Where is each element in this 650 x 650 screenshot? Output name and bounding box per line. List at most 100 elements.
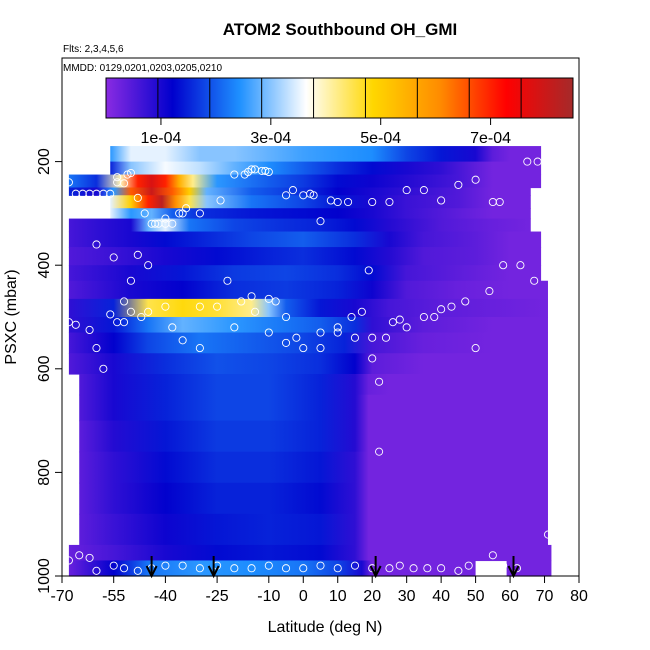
observation-point	[333, 197, 342, 207]
observation-point	[281, 191, 291, 200]
observation-point	[423, 564, 432, 573]
heatmap-band	[68, 332, 548, 354]
observation-point	[316, 561, 325, 570]
observation-point	[133, 566, 142, 575]
observation-point	[333, 328, 342, 337]
observation-point	[237, 297, 246, 306]
heatmap-band	[79, 394, 548, 422]
observation-point	[195, 302, 204, 311]
observation-point	[64, 318, 73, 327]
observation-point	[161, 302, 170, 311]
observation-point	[261, 166, 270, 175]
observation-point	[178, 209, 187, 218]
x-tick-label: -10	[257, 588, 280, 605]
observation-point	[151, 219, 160, 228]
observation-point	[195, 344, 204, 353]
observation-point	[288, 186, 297, 195]
observation-point	[368, 354, 377, 363]
x-tick-label: 60	[501, 588, 519, 605]
observation-point	[281, 564, 291, 573]
observation-point	[99, 364, 108, 373]
observation-point	[75, 551, 84, 560]
observation-point	[437, 305, 446, 314]
y-tick-label: 1000	[36, 558, 53, 594]
observation-point	[92, 566, 101, 575]
observation-point	[350, 561, 360, 570]
observation-point	[292, 333, 301, 342]
observation-point	[161, 561, 170, 570]
colorbar-tick-label: 5e-04	[360, 130, 401, 147]
observation-point	[119, 318, 129, 327]
heatmap-band	[110, 195, 531, 209]
observation-point	[488, 551, 497, 560]
observation-point	[402, 186, 411, 195]
observation-point	[447, 302, 456, 311]
observation-point	[368, 333, 377, 342]
x-tick-label: 50	[467, 588, 485, 605]
y-axis: 200 400 600 800 1000	[36, 148, 62, 594]
observation-point	[64, 556, 73, 565]
heatmap-band	[68, 298, 548, 318]
heatmap-band	[68, 231, 542, 248]
observation-point	[144, 261, 153, 270]
observation-point	[385, 564, 394, 573]
observation-point	[126, 307, 135, 316]
observation-point	[395, 315, 404, 324]
x-tick-label: 10	[329, 588, 347, 605]
observation-point	[140, 209, 149, 218]
colorbar-tick-label: 7e-04	[470, 130, 511, 147]
observation-point	[316, 344, 325, 353]
observation-point	[264, 328, 273, 337]
x-tick-label: 40	[432, 588, 450, 605]
colorbar-gradient	[105, 77, 574, 119]
observation-point	[333, 564, 342, 573]
observation-point	[461, 297, 470, 306]
observation-point	[230, 564, 239, 573]
observation-point	[499, 561, 508, 570]
dates-label: MMDD: 0129,0201,0203,0205,0210	[63, 63, 222, 74]
y-tick-label: 800	[36, 459, 53, 486]
observation-point	[381, 333, 391, 342]
y-tick-label: 400	[36, 252, 53, 279]
observation-point	[92, 240, 101, 249]
observation-point	[247, 292, 256, 301]
observation-point	[299, 564, 308, 573]
x-tick-label: 30	[398, 588, 416, 605]
observation-point	[299, 344, 308, 353]
observation-point	[516, 261, 525, 270]
colorbar-tick-label: 3e-04	[250, 130, 291, 147]
observation-point	[375, 377, 384, 386]
x-tick-label: -40	[154, 588, 177, 605]
observation-point	[523, 157, 532, 166]
observation-point	[350, 333, 360, 342]
observation-point	[109, 253, 118, 262]
heatmap	[68, 146, 552, 577]
x-axis: -70 -55 -40 -25 -10 0 10 20 30 40 50 60 70 80	[50, 576, 588, 605]
observation-point	[530, 276, 539, 285]
observation-point	[471, 344, 480, 353]
flights-label: Flts: 2,3,4,5,6	[63, 44, 124, 55]
observation-point	[533, 157, 542, 166]
observation-point	[281, 338, 291, 347]
observation-point	[264, 561, 273, 570]
heatmap-band	[68, 174, 542, 189]
y-tick-label: 600	[36, 355, 53, 382]
heatmap-band	[79, 373, 548, 396]
observation-point	[213, 302, 222, 311]
observation-point	[126, 276, 135, 285]
x-tick-label: 80	[570, 588, 588, 605]
observation-point	[344, 197, 353, 207]
observation-point	[178, 336, 187, 345]
heatmap-band	[68, 280, 548, 300]
observation-point	[316, 328, 325, 337]
observation-point	[264, 167, 273, 177]
y-tick-label: 200	[36, 148, 53, 175]
heatmap-band	[110, 208, 531, 220]
heatmap-band	[68, 218, 531, 233]
observation-point	[106, 310, 115, 319]
heatmap-band	[68, 317, 548, 334]
colorbar-tick-label: 1e-04	[140, 130, 181, 147]
observation-point	[126, 168, 135, 178]
heatmap-band	[79, 451, 548, 484]
